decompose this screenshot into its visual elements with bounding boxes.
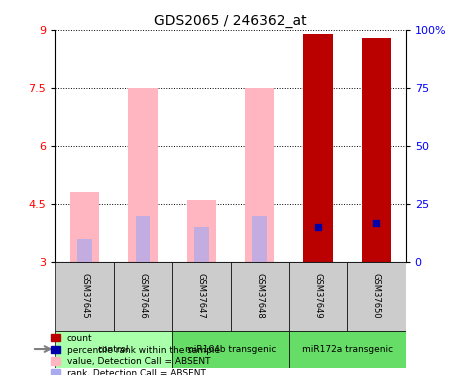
Bar — [289, 262, 347, 331]
Bar — [245, 88, 274, 262]
Bar — [172, 262, 230, 331]
Bar — [194, 227, 208, 262]
Bar — [136, 216, 150, 262]
Legend: count, percentile rank within the sample, value, Detection Call = ABSENT, rank, : count, percentile rank within the sample… — [51, 334, 220, 375]
Bar — [128, 88, 158, 262]
Text: control: control — [98, 345, 130, 354]
Text: GSM37647: GSM37647 — [197, 273, 206, 319]
Text: miR164b transgenic: miR164b transgenic — [185, 345, 276, 354]
Bar — [55, 331, 172, 368]
Bar — [230, 262, 289, 331]
Text: GSM37645: GSM37645 — [80, 273, 89, 319]
Title: GDS2065 / 246362_at: GDS2065 / 246362_at — [154, 13, 307, 28]
Bar — [303, 34, 333, 262]
Bar — [114, 262, 172, 331]
Bar — [362, 38, 391, 262]
Bar — [70, 192, 99, 262]
Text: miR172a transgenic: miR172a transgenic — [301, 345, 393, 354]
Text: GSM37646: GSM37646 — [138, 273, 148, 319]
Bar — [172, 331, 289, 368]
Bar — [77, 239, 92, 262]
Text: GSM37650: GSM37650 — [372, 273, 381, 319]
Bar — [253, 216, 267, 262]
Point — [373, 220, 380, 226]
Text: GSM37649: GSM37649 — [313, 273, 323, 319]
Point — [314, 224, 322, 230]
Bar — [55, 262, 114, 331]
Bar — [289, 331, 406, 368]
Bar — [187, 200, 216, 262]
Bar — [347, 262, 406, 331]
Text: GSM37648: GSM37648 — [255, 273, 264, 319]
